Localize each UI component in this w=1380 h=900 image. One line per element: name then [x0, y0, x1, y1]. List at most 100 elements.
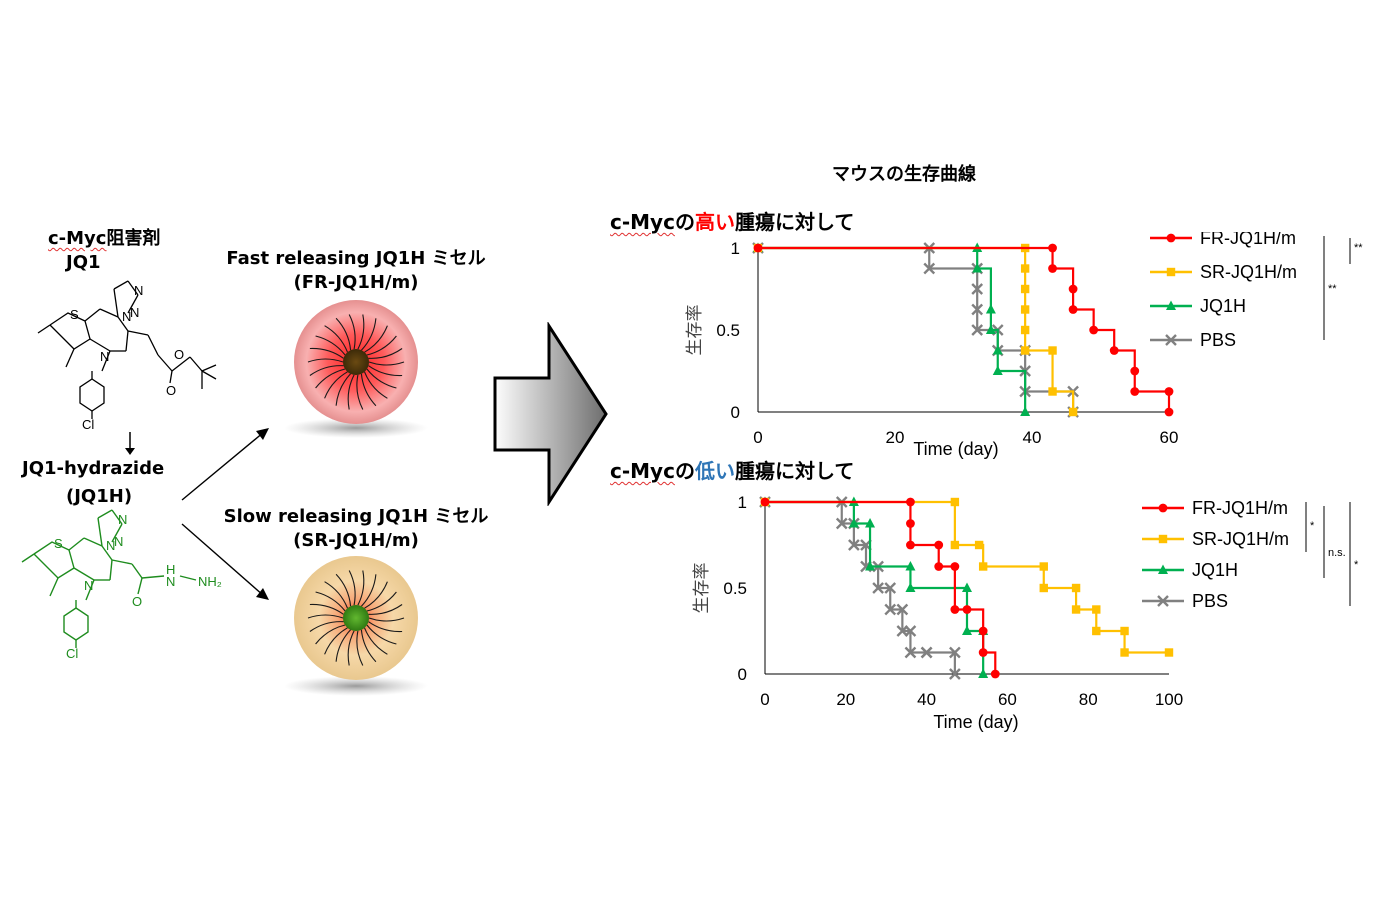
polymer-strand [360, 629, 377, 663]
inhibitor-name: JQ1 [66, 252, 101, 273]
polymer-strand [357, 314, 365, 350]
data-point [950, 605, 960, 614]
x-tick-label: 60 [1160, 428, 1179, 447]
legend-label: PBS [1192, 591, 1228, 611]
data-point [1020, 305, 1030, 314]
data-point [906, 540, 915, 550]
branch-arrows [181, 428, 269, 600]
fast-micelle-illustration [284, 300, 428, 438]
slow-micelle-abbr: (SR-JQ1H/m) [293, 530, 419, 551]
data-point [1048, 387, 1057, 396]
series-FR-JQ1H/m [760, 497, 1000, 679]
data-point [753, 243, 763, 253]
data-point [1071, 583, 1081, 593]
survival-chart-high: 0 20 40 60 0 0.5 1 Time (day) 生存率 FR-JQ1H/m SR-JQ1… [685, 232, 1363, 459]
svg-text:N: N [100, 349, 109, 364]
polymer-strand [368, 365, 403, 377]
slow-micelle-title: Slow releasing JQ1H ミセル [223, 506, 489, 527]
polymer-strand [356, 374, 364, 410]
polymer-strand [368, 621, 403, 633]
data-point [1166, 267, 1176, 277]
data-point [1120, 626, 1129, 636]
x-tick-label: 40 [917, 690, 936, 709]
legend-label: PBS [1200, 330, 1236, 350]
data-point [1020, 325, 1030, 335]
data-point [1048, 346, 1057, 355]
y-tick-label: 1 [731, 239, 740, 258]
data-point [985, 304, 996, 314]
data-point [1166, 300, 1176, 310]
x-tick-label: 100 [1155, 690, 1183, 709]
svg-text:Cl: Cl [82, 417, 94, 432]
inhibitor-label: c-Myc阻害剤 [48, 228, 161, 249]
polymer-strand [324, 627, 348, 655]
data-point [950, 562, 960, 571]
series-FR-JQ1H/m [753, 243, 1174, 417]
polymer-strand [366, 591, 397, 612]
data-point [949, 668, 961, 680]
legend-label: SR-JQ1H/m [1192, 529, 1289, 549]
data-point [1048, 264, 1057, 273]
data-point [905, 582, 916, 592]
data-point [1039, 562, 1048, 571]
polymer-strand [315, 335, 346, 356]
x-tick-label: 60 [998, 690, 1017, 709]
x-tick-label: 20 [886, 428, 905, 447]
data-point [1157, 595, 1169, 607]
data-point [1068, 284, 1078, 294]
svg-text:N: N [134, 283, 143, 298]
data-point [971, 303, 984, 316]
polymer-strand [366, 368, 397, 389]
polymer-strand [357, 570, 365, 606]
data-point [1020, 264, 1030, 273]
y-axis-label: 生存率 [685, 305, 704, 356]
data-point [972, 263, 983, 273]
chart1-subtitle: c-Mycの高い腫瘍に対して [610, 210, 855, 234]
jq1-structure: S N N N N O O Cl [37, 280, 217, 432]
polymer-strand [324, 581, 349, 609]
y-tick-label: 0 [731, 403, 740, 422]
data-point [992, 345, 1003, 355]
legend-label: FR-JQ1H/m [1200, 232, 1296, 248]
survival-line [758, 246, 1171, 412]
polymer-strand [309, 347, 344, 359]
polymer-strand [364, 581, 388, 609]
polymer-strand [335, 573, 352, 607]
polymer-strand [309, 365, 344, 376]
polymer-strand [335, 629, 352, 662]
hydrazide-title: JQ1-hydrazide [22, 458, 165, 479]
y-tick-label: 0.5 [716, 321, 740, 340]
polymer-strand [309, 603, 344, 615]
legend-label: JQ1H [1200, 296, 1246, 316]
data-point [1166, 233, 1176, 243]
polymer-strand [368, 604, 403, 615]
legend-label: JQ1H [1192, 560, 1238, 580]
polymer-strand [324, 371, 348, 399]
data-point [949, 646, 961, 659]
polymer-strand [360, 574, 377, 607]
big-right-arrow-icon [493, 322, 608, 506]
data-point [1020, 346, 1030, 355]
svg-text:O: O [174, 347, 184, 362]
data-point [992, 365, 1003, 375]
data-point [1158, 534, 1168, 544]
data-point [971, 324, 984, 336]
polymer-strand [364, 325, 388, 353]
significance-label: ** [1328, 283, 1337, 295]
significance-label: * [1354, 559, 1359, 571]
data-point [1068, 407, 1078, 417]
svg-text:H: H [166, 562, 175, 577]
svg-text:N: N [106, 538, 115, 553]
data-point [923, 262, 936, 275]
fast-micelle-title: Fast releasing JQ1H ミセル [226, 248, 486, 269]
x-tick-label: 80 [1079, 690, 1098, 709]
x-axis-label: Time (day) [913, 439, 998, 459]
polymer-strand [309, 621, 344, 632]
data-point [1130, 366, 1140, 376]
svg-text:S: S [54, 536, 63, 551]
x-tick-label: 40 [1023, 428, 1042, 447]
jq1h-structure: S N N N N O H N NH₂ Cl [21, 509, 222, 661]
y-axis-label: 生存率 [692, 563, 711, 614]
data-point [1120, 648, 1129, 657]
chart2-subtitle: c-Mycの低い腫瘍に対して [610, 459, 855, 483]
